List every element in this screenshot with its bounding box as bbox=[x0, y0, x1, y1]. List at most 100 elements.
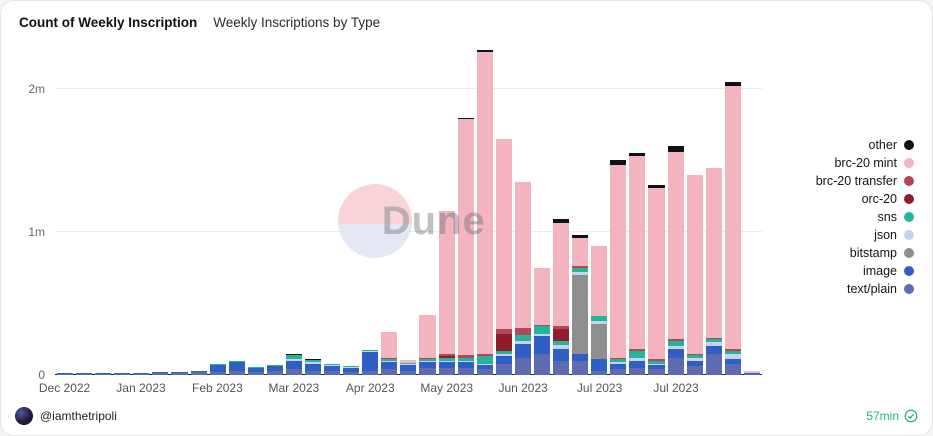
bar[interactable] bbox=[495, 139, 512, 375]
bar-segment[interactable] bbox=[610, 359, 627, 363]
bar-segment[interactable] bbox=[285, 360, 303, 370]
bar-segment[interactable] bbox=[553, 329, 570, 341]
legend-item-bitstamp[interactable]: bitstamp bbox=[850, 246, 914, 260]
bar-segment[interactable] bbox=[76, 373, 93, 374]
bar-segment[interactable] bbox=[285, 369, 303, 375]
bar-segment[interactable] bbox=[247, 367, 264, 373]
bar-segment[interactable] bbox=[438, 353, 455, 357]
bar[interactable] bbox=[591, 246, 608, 375]
bar-segment[interactable] bbox=[400, 359, 417, 363]
bar[interactable] bbox=[324, 364, 341, 375]
bar[interactable] bbox=[743, 370, 760, 375]
bar-segment[interactable] bbox=[514, 181, 531, 328]
bar-segment[interactable] bbox=[419, 314, 436, 358]
bar-segment[interactable] bbox=[457, 355, 474, 358]
bar-segment[interactable] bbox=[591, 359, 608, 371]
bar-segment[interactable] bbox=[343, 372, 360, 375]
bar-segment[interactable] bbox=[629, 156, 646, 350]
bar-segment[interactable] bbox=[476, 356, 493, 364]
bar-segment[interactable] bbox=[305, 362, 322, 364]
bar-segment[interactable] bbox=[743, 373, 760, 374]
bar-segment[interactable] bbox=[381, 358, 398, 361]
bar-segment[interactable] bbox=[171, 371, 188, 373]
bar-segment[interactable] bbox=[343, 365, 360, 367]
bar-segment[interactable] bbox=[686, 366, 703, 375]
legend-item-image[interactable]: image bbox=[863, 264, 914, 278]
bar-segment[interactable] bbox=[285, 354, 303, 355]
bar-segment[interactable] bbox=[743, 374, 760, 375]
bar-segment[interactable] bbox=[514, 334, 531, 341]
legend-item-json[interactable]: json bbox=[874, 228, 914, 242]
bar[interactable] bbox=[343, 365, 360, 375]
legend-item-other[interactable]: other bbox=[869, 138, 914, 152]
bar[interactable] bbox=[114, 372, 131, 375]
bar-segment[interactable] bbox=[629, 153, 646, 157]
bar-segment[interactable] bbox=[533, 326, 551, 334]
bar-segment[interactable] bbox=[419, 360, 436, 363]
bar-segment[interactable] bbox=[705, 167, 722, 338]
bar-segment[interactable] bbox=[553, 340, 570, 345]
bar-segment[interactable] bbox=[381, 369, 398, 375]
legend-item-text-plain[interactable]: text/plain bbox=[847, 282, 914, 296]
bar[interactable] bbox=[629, 153, 646, 375]
bar-segment[interactable] bbox=[419, 362, 436, 368]
bar-segment[interactable] bbox=[95, 373, 112, 374]
bar-segment[interactable] bbox=[648, 184, 665, 188]
bar-segment[interactable] bbox=[514, 340, 531, 344]
legend-item-orc-20[interactable]: orc-20 bbox=[862, 192, 914, 206]
bar-segment[interactable] bbox=[476, 50, 493, 52]
bar-segment[interactable] bbox=[572, 353, 589, 361]
bar-segment[interactable] bbox=[724, 353, 741, 360]
bar-segment[interactable] bbox=[724, 81, 741, 87]
bar-segment[interactable] bbox=[610, 164, 627, 358]
bar-segment[interactable] bbox=[438, 367, 455, 375]
bar[interactable] bbox=[133, 372, 150, 375]
bar-segment[interactable] bbox=[133, 373, 150, 375]
bar[interactable] bbox=[705, 167, 722, 375]
bar-segment[interactable] bbox=[476, 353, 493, 357]
bar-segment[interactable] bbox=[629, 349, 646, 351]
bar-segment[interactable] bbox=[724, 349, 741, 351]
legend-item-brc-20-transfer[interactable]: brc-20 transfer bbox=[816, 174, 914, 188]
bar-segment[interactable] bbox=[305, 370, 322, 375]
legend-item-brc-20-mint[interactable]: brc-20 mint bbox=[834, 156, 914, 170]
bar-segment[interactable] bbox=[667, 349, 684, 358]
bar[interactable] bbox=[572, 234, 589, 375]
bar-segment[interactable] bbox=[648, 187, 665, 360]
bar[interactable] bbox=[152, 372, 169, 375]
bar-segment[interactable] bbox=[610, 357, 627, 360]
bar[interactable] bbox=[285, 354, 303, 375]
bar[interactable] bbox=[171, 371, 188, 375]
bar-segment[interactable] bbox=[705, 342, 722, 347]
bar-segment[interactable] bbox=[247, 366, 264, 368]
bar-segment[interactable] bbox=[457, 362, 474, 368]
bar-segment[interactable] bbox=[305, 359, 322, 363]
bar-segment[interactable] bbox=[572, 234, 589, 238]
bar-segment[interactable] bbox=[686, 360, 703, 367]
bar-segment[interactable] bbox=[209, 372, 226, 375]
bar-segment[interactable] bbox=[553, 219, 570, 224]
bar-segment[interactable] bbox=[495, 356, 512, 364]
bar-segment[interactable] bbox=[190, 370, 207, 373]
bar-segment[interactable] bbox=[438, 362, 455, 368]
bar-segment[interactable] bbox=[495, 353, 512, 357]
bar-segment[interactable] bbox=[667, 339, 684, 341]
bar-segment[interactable] bbox=[629, 350, 646, 358]
bar-segment[interactable] bbox=[133, 372, 150, 374]
bar-segment[interactable] bbox=[457, 118, 474, 355]
bar-segment[interactable] bbox=[514, 327, 531, 335]
bar-segment[interactable] bbox=[476, 365, 493, 370]
bar-segment[interactable] bbox=[324, 371, 341, 375]
bar-segment[interactable] bbox=[648, 365, 665, 370]
bar-segment[interactable] bbox=[285, 359, 303, 361]
bar-segment[interactable] bbox=[266, 371, 283, 375]
bar[interactable] bbox=[419, 314, 436, 375]
bar[interactable] bbox=[381, 331, 398, 375]
bar[interactable] bbox=[514, 181, 531, 375]
bar-segment[interactable] bbox=[743, 372, 760, 373]
bar-segment[interactable] bbox=[686, 357, 703, 361]
author[interactable]: @iamthetripoli bbox=[15, 407, 117, 425]
bar-segment[interactable] bbox=[724, 350, 741, 354]
bar-segment[interactable] bbox=[305, 363, 322, 371]
bar-segment[interactable] bbox=[686, 174, 703, 354]
